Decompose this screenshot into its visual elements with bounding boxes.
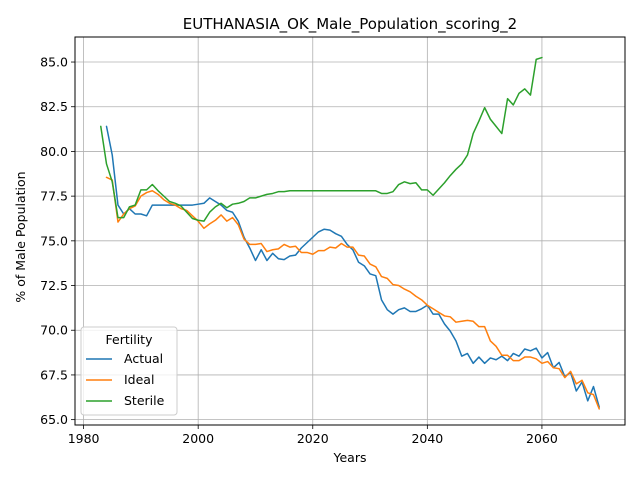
- legend-label-actual: Actual: [124, 351, 163, 366]
- legend-label-sterile: Sterile: [124, 393, 165, 408]
- y-axis-label: % of Male Population: [13, 171, 28, 302]
- x-axis: 1980 2000 2020 2040 2060: [68, 425, 558, 446]
- x-tick-label: 2020: [297, 431, 329, 446]
- y-tick-label: 72.5: [40, 278, 68, 293]
- legend-label-ideal: Ideal: [124, 372, 154, 387]
- y-tick-label: 85.0: [40, 55, 68, 70]
- x-axis-label: Years: [333, 450, 367, 465]
- series-layer: [100, 56, 600, 410]
- x-tick-label: 1980: [68, 431, 100, 446]
- y-axis: 65.0 67.5 70.0 72.5 75.0 77.5 80.0 82.5 85.0: [40, 55, 75, 427]
- x-tick-label: 2000: [182, 431, 214, 446]
- y-tick-label: 77.5: [40, 189, 68, 204]
- series-line-actual: [105, 125, 600, 408]
- series-line-sterile: [100, 56, 543, 222]
- x-tick-label: 2040: [411, 431, 443, 446]
- chart-title: EUTHANASIA_OK_Male_Population_scoring_2: [183, 15, 517, 34]
- plot-frame: [74, 36, 626, 426]
- legend-box: [80, 326, 178, 416]
- legend-title: Fertility: [106, 332, 154, 347]
- legend: Fertility Actual Ideal Sterile: [80, 326, 178, 416]
- series-line-ideal: [105, 176, 600, 410]
- x-tick-label: 2060: [526, 431, 558, 446]
- y-tick-label: 82.5: [40, 99, 68, 114]
- y-tick-label: 70.0: [40, 323, 68, 338]
- y-tick-label: 65.0: [40, 412, 68, 427]
- y-tick-label: 80.0: [40, 144, 68, 159]
- y-tick-label: 75.0: [40, 233, 68, 248]
- y-tick-label: 67.5: [40, 367, 68, 382]
